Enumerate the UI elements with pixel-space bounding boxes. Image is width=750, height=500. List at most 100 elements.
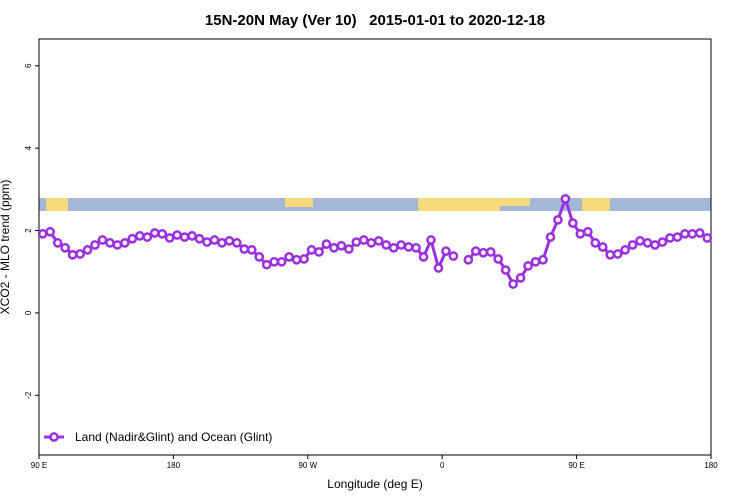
y-axis-label: XCO2 - MLO trend (ppm) <box>0 180 12 315</box>
data-point <box>418 252 429 262</box>
data-point <box>142 232 153 242</box>
plot-frame <box>38 38 712 456</box>
data-point <box>388 242 399 253</box>
data-point <box>127 233 138 244</box>
data-point <box>351 237 362 247</box>
x-tick-label: 90 E <box>31 461 47 470</box>
data-point <box>687 228 698 239</box>
data-point <box>441 246 451 256</box>
x-tick-label: 180 <box>704 461 718 470</box>
data-point <box>508 279 518 289</box>
data-point <box>620 245 630 255</box>
map-strip <box>39 198 711 211</box>
data-point <box>538 254 548 265</box>
data-point <box>224 235 235 246</box>
data-point <box>493 254 504 264</box>
data-point <box>306 245 317 255</box>
legend-marker <box>49 432 59 442</box>
data-point <box>52 238 63 248</box>
data-point <box>358 235 369 245</box>
data-point <box>680 228 690 239</box>
data-point <box>470 246 481 256</box>
y-tick-label: 6 <box>24 63 33 68</box>
data-point <box>75 249 85 259</box>
data-point <box>209 235 220 245</box>
data-point <box>239 244 250 254</box>
data-point <box>202 237 212 247</box>
data-point <box>433 263 444 273</box>
data-point <box>381 240 392 250</box>
x-tick-label: 180 <box>167 461 181 470</box>
data-point <box>500 265 511 275</box>
data-point <box>702 233 713 243</box>
data-point <box>187 231 197 241</box>
data-point <box>276 256 287 267</box>
data-point <box>597 242 608 252</box>
data-point <box>67 249 78 260</box>
data-point <box>90 240 100 250</box>
data-point <box>336 240 347 251</box>
data-point <box>396 240 406 250</box>
x-axis-label: Longitude (deg E) <box>327 477 422 491</box>
data-point <box>261 259 272 270</box>
data-point <box>232 238 242 248</box>
data-point <box>344 244 354 254</box>
chart-title: 15N-20N May (Ver 10) 2015-01-01 to 2020-… <box>205 12 545 29</box>
data-point <box>105 238 115 248</box>
x-tick-label: 90 W <box>298 461 317 470</box>
data-point <box>403 242 414 252</box>
data-point <box>627 240 638 250</box>
y-tick-label: -2 <box>24 391 33 399</box>
data-point <box>568 218 578 228</box>
data-point <box>545 232 556 242</box>
data-point <box>172 230 182 240</box>
data-point <box>463 254 474 265</box>
data-point <box>97 235 108 245</box>
y-tick-label: 4 <box>24 145 33 150</box>
data-point <box>329 242 339 253</box>
legend-label: Land (Nadir&Glint) and Ocean (Glint) <box>75 430 272 444</box>
data-point <box>134 231 145 241</box>
data-point <box>217 238 227 248</box>
data-point <box>582 226 593 237</box>
data-point <box>575 228 586 239</box>
data-point <box>478 247 489 258</box>
data-point <box>515 273 526 283</box>
data-point <box>164 233 175 243</box>
data-point <box>530 256 541 267</box>
data-point <box>314 247 324 257</box>
data-point <box>45 226 56 237</box>
data-point <box>157 228 168 239</box>
y-tick-label: 0 <box>24 310 33 315</box>
data-point <box>553 214 563 225</box>
data-point <box>60 242 70 253</box>
data-point <box>590 238 601 248</box>
data-point <box>194 233 205 244</box>
data-point <box>291 254 302 265</box>
data-point <box>37 228 48 239</box>
data-point <box>299 254 309 264</box>
data-point <box>642 238 653 248</box>
data-point <box>523 261 533 271</box>
data-point <box>426 235 436 245</box>
data-point <box>269 256 280 267</box>
data-point <box>448 251 459 261</box>
data-point <box>665 233 675 243</box>
data-point <box>672 232 683 242</box>
data-point <box>254 252 265 262</box>
data-point <box>411 242 421 253</box>
data-point <box>485 247 496 257</box>
data-point <box>149 228 160 238</box>
x-tick-label: 90 E <box>568 461 584 470</box>
data-point <box>284 252 294 262</box>
data-point <box>321 239 332 249</box>
data-point <box>373 235 384 246</box>
data-point <box>635 235 645 246</box>
data-point <box>112 240 123 250</box>
x-tick-label: 0 <box>440 461 445 470</box>
data-point <box>560 193 571 204</box>
y-tick-label: 2 <box>24 228 33 233</box>
data-point <box>246 245 257 255</box>
data-point <box>366 238 377 248</box>
